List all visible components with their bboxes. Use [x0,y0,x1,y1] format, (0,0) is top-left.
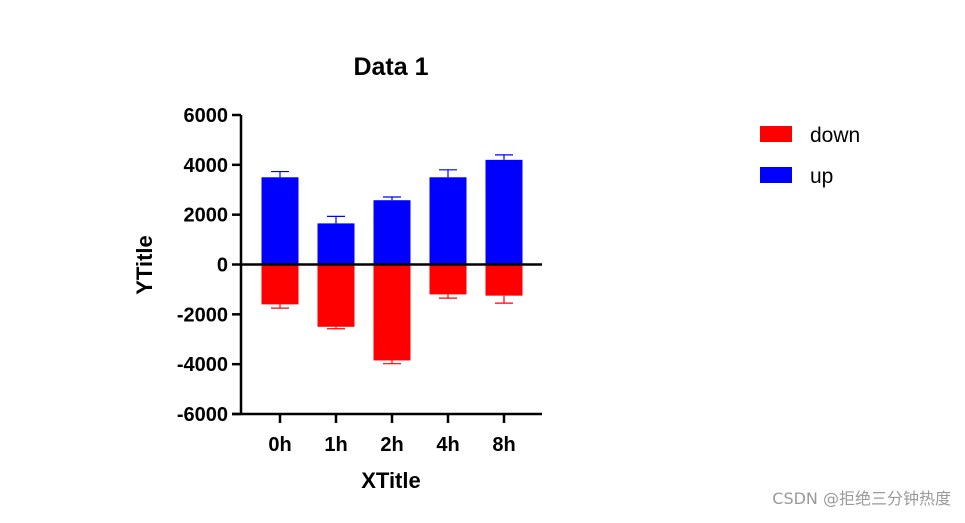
bar-down-8h [485,264,523,296]
legend: down up [760,124,860,188]
chart-title: Data 1 [353,53,428,81]
legend-label-up: up [810,165,833,188]
y-tick-label: 6000 [184,105,229,127]
y-tick-label: 2000 [184,205,229,227]
y-tick-label: -4000 [177,354,228,376]
watermark-text: CSDN @拒绝三分钟热度 [772,489,951,508]
legend-swatch-down [760,126,792,142]
x-tick-label: 8h [492,434,515,456]
bar-down-1h [317,264,355,327]
bar-down-2h [373,264,411,361]
bars-group [261,159,523,361]
y-axis-title: YTitle [132,235,157,295]
bar-down-4h [429,264,467,295]
y-tick-label: 0 [217,255,228,277]
x-tick-label: 1h [324,434,347,456]
bar-down-0h [261,264,299,305]
x-axis-title: XTitle [361,468,421,493]
bar-up-1h [317,223,355,265]
x-ticks-group: 0h 1h 2h 4h 8h [268,414,516,456]
error-bars-group [271,154,513,365]
legend-swatch-up [760,167,792,183]
bar-up-0h [261,177,299,265]
y-tick-label: 4000 [184,155,229,177]
y-ticks-group: 6000 4000 2000 0 -2000 -4000 -6000 [177,105,241,426]
y-tick-label: -6000 [177,404,228,426]
y-tick-label: -2000 [177,304,228,326]
x-tick-label: 4h [436,434,459,456]
bar-up-4h [429,177,467,265]
x-tick-label: 2h [380,434,403,456]
legend-label-down: down [810,124,860,147]
bar-up-2h [373,200,411,265]
x-tick-label: 0h [268,434,291,456]
bar-up-8h [485,159,523,265]
